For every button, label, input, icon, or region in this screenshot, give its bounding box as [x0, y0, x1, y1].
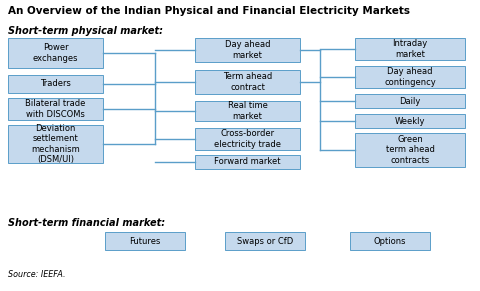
- Text: Cross-border
electricity trade: Cross-border electricity trade: [214, 129, 281, 148]
- FancyBboxPatch shape: [355, 133, 465, 167]
- Text: Power
exchanges: Power exchanges: [33, 43, 78, 63]
- Text: Intraday
market: Intraday market: [392, 40, 428, 58]
- Text: Bilateral trade
with DISCOMs: Bilateral trade with DISCOMs: [25, 100, 86, 118]
- FancyBboxPatch shape: [355, 66, 465, 88]
- Text: Forward market: Forward market: [214, 157, 281, 166]
- FancyBboxPatch shape: [350, 232, 430, 250]
- Text: Traders: Traders: [40, 79, 71, 88]
- Text: Day ahead
market: Day ahead market: [225, 40, 270, 60]
- Text: Day ahead
contingency: Day ahead contingency: [384, 68, 436, 86]
- Text: Short-term financial market:: Short-term financial market:: [8, 218, 165, 228]
- FancyBboxPatch shape: [8, 38, 103, 68]
- Text: Weekly: Weekly: [395, 116, 425, 125]
- FancyBboxPatch shape: [355, 38, 465, 60]
- Text: Short-term physical market:: Short-term physical market:: [8, 26, 163, 36]
- Text: Swaps or CfD: Swaps or CfD: [237, 237, 293, 246]
- FancyBboxPatch shape: [225, 232, 305, 250]
- Text: Options: Options: [374, 237, 406, 246]
- Text: Term ahead
contract: Term ahead contract: [223, 72, 272, 92]
- FancyBboxPatch shape: [8, 98, 103, 120]
- Text: An Overview of the Indian Physical and Financial Electricity Markets: An Overview of the Indian Physical and F…: [8, 6, 410, 16]
- Text: Daily: Daily: [399, 97, 420, 106]
- FancyBboxPatch shape: [195, 101, 300, 121]
- Text: Real time
market: Real time market: [228, 102, 267, 120]
- FancyBboxPatch shape: [8, 75, 103, 93]
- FancyBboxPatch shape: [355, 114, 465, 128]
- FancyBboxPatch shape: [8, 125, 103, 163]
- FancyBboxPatch shape: [195, 155, 300, 169]
- FancyBboxPatch shape: [195, 70, 300, 94]
- FancyBboxPatch shape: [355, 94, 465, 108]
- FancyBboxPatch shape: [195, 128, 300, 150]
- Text: Futures: Futures: [129, 237, 161, 246]
- Text: Green
term ahead
contracts: Green term ahead contracts: [385, 135, 434, 164]
- Text: Deviation
settlement
mechanism
(DSM/UI): Deviation settlement mechanism (DSM/UI): [31, 125, 80, 164]
- Text: Source: IEEFA.: Source: IEEFA.: [8, 270, 65, 279]
- FancyBboxPatch shape: [105, 232, 185, 250]
- FancyBboxPatch shape: [195, 38, 300, 62]
